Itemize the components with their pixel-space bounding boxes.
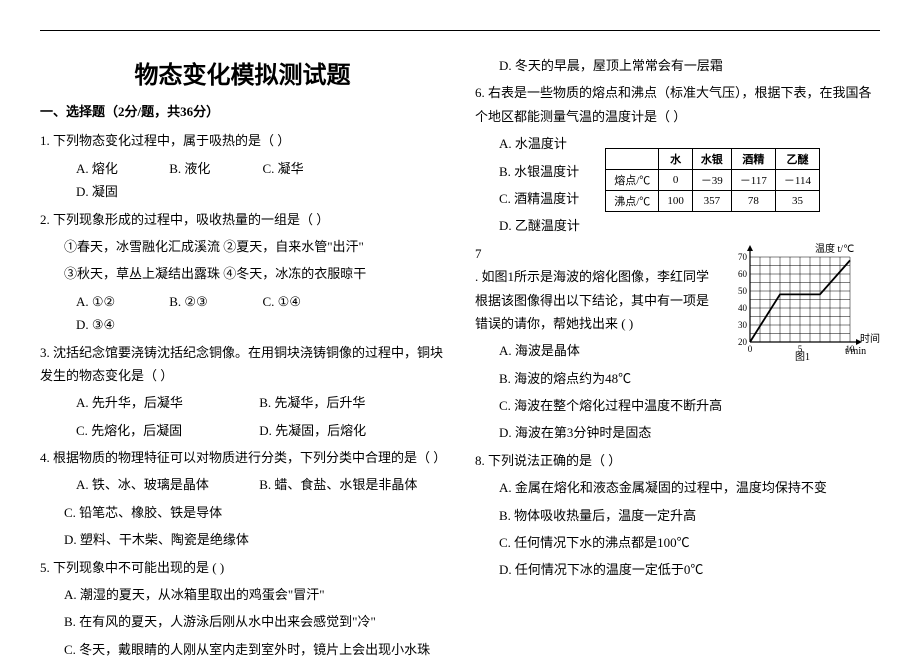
- q4-A: A. 铁、冰、玻璃是晶体: [76, 473, 256, 496]
- q5-stem: 5. 下列现象中不可能出现的是 ( ): [40, 556, 445, 579]
- q1-A: A. 熔化: [76, 157, 166, 180]
- td: 沸点/℃: [606, 191, 659, 212]
- q7-chart: 温度 t/℃ 2030405060700510 时间 t/min 图1: [720, 242, 880, 362]
- svg-text:0: 0: [748, 344, 753, 354]
- page: 物态变化模拟测试题 一、选择题（2分/题，共36分） 1. 下列物态变化过程中，…: [0, 0, 920, 665]
- td: 35: [775, 191, 819, 212]
- svg-text:30: 30: [738, 320, 748, 330]
- td: －39: [692, 170, 731, 191]
- td: －114: [775, 170, 819, 191]
- q2-D: D. ③④: [76, 313, 166, 336]
- q8-A: A. 金属在熔化和液态金属凝固的过程中，温度均保持不变: [475, 476, 880, 499]
- th: 乙醚: [775, 149, 819, 170]
- q2-line2: ③秋天，草丛上凝结出露珠 ④冬天，冰冻的衣服晾干: [40, 262, 445, 285]
- q2-line1: ①春天，冰雪融化汇成溪流 ②夏天，自来水管"出汗": [40, 235, 445, 258]
- q3-stem: 3. 沈括纪念馆要浇铸沈括纪念铜像。在用铜块浇铸铜像的过程中，铜块发生的物态变化…: [40, 341, 445, 388]
- svg-text:70: 70: [738, 252, 748, 262]
- q4-B: B. 蜡、食盐、水银是非晶体: [259, 473, 439, 496]
- td: 0: [659, 170, 693, 191]
- q7-B: B. 海波的熔点约为48℃: [475, 367, 880, 390]
- svg-text:60: 60: [738, 269, 748, 279]
- td: 78: [731, 191, 775, 212]
- q3-row2: C. 先熔化，后凝固 D. 先凝固，后熔化: [40, 419, 445, 442]
- q8-B: B. 物体吸收热量后，温度一定升高: [475, 504, 880, 527]
- q7-D: D. 海波在第3分钟时是固态: [475, 421, 880, 444]
- q7-stem: . 如图1所示是海波的熔化图像，李红同学根据该图像得出以下结论，其中有一项是错误…: [475, 265, 715, 335]
- q2-options: A. ①② B. ②③ C. ①④ D. ③④: [40, 290, 445, 337]
- q1-B: B. 液化: [169, 157, 259, 180]
- q8-stem: 8. 下列说法正确的是（ ）: [475, 449, 880, 472]
- q1-D: D. 凝固: [76, 180, 166, 203]
- q4-stem: 4. 根据物质的物理特征可以对物质进行分类，下列分类中合理的是（ ）: [40, 446, 445, 469]
- q7-wrap: 7 . 如图1所示是海波的熔化图像，李红同学根据该图像得出以下结论，其中有一项是…: [475, 242, 880, 445]
- q5-B: B. 在有风的夏天，人游泳后刚从水中出来会感觉到"冷": [40, 610, 445, 633]
- q4-row1: A. 铁、冰、玻璃是晶体 B. 蜡、食盐、水银是非晶体: [40, 473, 445, 496]
- q5-C: C. 冬天，戴眼睛的人刚从室内走到室外时，镜片上会出现小水珠: [40, 638, 445, 661]
- figlabel: 图1: [795, 351, 810, 362]
- q7-C: C. 海波在整个熔化过程中温度不断升高: [475, 394, 880, 417]
- q8-D: D. 任何情况下冰的温度一定低于0℃: [475, 558, 880, 581]
- svg-text:20: 20: [738, 337, 748, 347]
- th: 水银: [692, 149, 731, 170]
- q7-text: . 如图1所示是海波的熔化图像，李红同学根据该图像得出以下结论，其中有一项是错误…: [475, 265, 715, 335]
- q2-A: A. ①②: [76, 290, 166, 313]
- section-heading: 一、选择题（2分/题，共36分）: [40, 100, 445, 123]
- q4-C: C. 铅笔芯、橡胶、铁是导体: [40, 501, 445, 524]
- left-column: 物态变化模拟测试题 一、选择题（2分/题，共36分） 1. 下列物态变化过程中，…: [40, 30, 445, 665]
- td: 100: [659, 191, 693, 212]
- q6-stem: 6. 右表是一些物质的熔点和沸点（标准大气压），根据下表，在我国各个地区都能测量…: [475, 81, 880, 128]
- td: 357: [692, 191, 731, 212]
- q1-C: C. 凝华: [263, 157, 353, 180]
- q3-D: D. 先凝固，后熔化: [259, 419, 439, 442]
- table-row: 沸点/℃ 100 357 78 35: [606, 191, 820, 212]
- q3-B: B. 先凝华，后升华: [259, 391, 439, 414]
- xlabel: 时间: [860, 332, 880, 345]
- td: 熔点/℃: [606, 170, 659, 191]
- svg-text:40: 40: [738, 303, 748, 313]
- svg-text:50: 50: [738, 286, 748, 296]
- table-row: 水 水银 酒精 乙醚: [606, 149, 820, 170]
- q2-stem: 2. 下列现象形成的过程中，吸收热量的一组是（ ）: [40, 208, 445, 231]
- q6-D: D. 乙醚温度计: [475, 214, 880, 237]
- xunit: t/min: [845, 346, 866, 357]
- q5-A: A. 潮湿的夏天，从冰箱里取出的鸡蛋会"冒汗": [40, 583, 445, 606]
- ylabel: 温度 t/℃: [815, 242, 854, 255]
- doc-title: 物态变化模拟测试题: [40, 55, 445, 90]
- th: [606, 149, 659, 170]
- q2-C: C. ①④: [263, 290, 353, 313]
- th: 水: [659, 149, 693, 170]
- q6-table: 水 水银 酒精 乙醚 熔点/℃ 0 －39 －117 －114 沸点/℃ 100…: [605, 148, 820, 212]
- q3-row1: A. 先升华，后凝华 B. 先凝华，后升华: [40, 391, 445, 414]
- td: －117: [731, 170, 775, 191]
- th: 酒精: [731, 149, 775, 170]
- q1-options: A. 熔化 B. 液化 C. 凝华 D. 凝固: [40, 157, 445, 204]
- q5-D: D. 冬天的早晨，屋顶上常常会有一层霜: [475, 54, 880, 77]
- right-column: D. 冬天的早晨，屋顶上常常会有一层霜 6. 右表是一些物质的熔点和沸点（标准大…: [475, 30, 880, 665]
- q2-B: B. ②③: [169, 290, 259, 313]
- q1-stem: 1. 下列物态变化过程中，属于吸热的是（ ）: [40, 129, 445, 152]
- q3-C: C. 先熔化，后凝固: [76, 419, 256, 442]
- table-row: 熔点/℃ 0 －39 －117 －114: [606, 170, 820, 191]
- q8-C: C. 任何情况下水的沸点都是100℃: [475, 531, 880, 554]
- q4-D: D. 塑料、干木柴、陶瓷是绝缘体: [40, 528, 445, 551]
- q3-A: A. 先升华，后凝华: [76, 391, 256, 414]
